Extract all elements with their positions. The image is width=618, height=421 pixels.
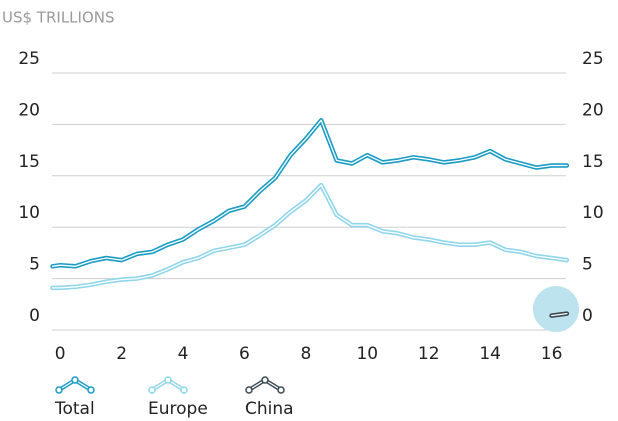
x-tick-label: 16	[541, 344, 563, 364]
x-tick-label: 2	[116, 344, 127, 364]
x-tick-label: 10	[356, 344, 378, 364]
line-inner-0	[51, 119, 568, 267]
legend-dot	[277, 386, 285, 394]
legend-dot	[180, 386, 188, 394]
y-tick-label: 10	[18, 203, 40, 223]
y-tick-label: 15	[18, 152, 40, 172]
line-1	[50, 182, 570, 291]
legend-label: Total	[54, 399, 95, 419]
y-tick-label: 25	[18, 49, 40, 69]
y-tick-label: 5	[29, 255, 40, 275]
x-tick-label: 4	[178, 344, 189, 364]
x-tick-label: 8	[300, 344, 311, 364]
legend-dot	[261, 376, 269, 384]
chart-title: US$ TRILLIONS	[2, 9, 115, 27]
legend-label: China	[245, 399, 294, 419]
y2-tick-label: 20	[582, 100, 604, 120]
y2-tick-label: 5	[582, 255, 593, 275]
legend-dot	[87, 386, 95, 394]
legend-dot	[148, 386, 156, 394]
legend-dot	[245, 386, 253, 394]
y-tick-label: 0	[29, 306, 40, 326]
x-tick-label: 12	[418, 344, 440, 364]
y2-tick-label: 25	[582, 49, 604, 69]
x-tick-label: 6	[239, 344, 250, 364]
line-inner-2	[550, 312, 568, 317]
x-tick-label: 14	[479, 344, 501, 364]
legend-dot	[71, 376, 79, 384]
y-tick-label: 20	[18, 100, 40, 120]
legend-dot	[55, 386, 63, 394]
line-inner-1	[51, 184, 568, 289]
y2-tick-label: 10	[582, 203, 604, 223]
legend-label: Europe	[148, 399, 208, 419]
highlight	[533, 286, 579, 332]
y2-tick-label: 0	[582, 306, 593, 326]
y2-tick-label: 15	[582, 152, 604, 172]
legend-dot	[164, 376, 172, 384]
x-tick-label: 0	[55, 344, 66, 364]
